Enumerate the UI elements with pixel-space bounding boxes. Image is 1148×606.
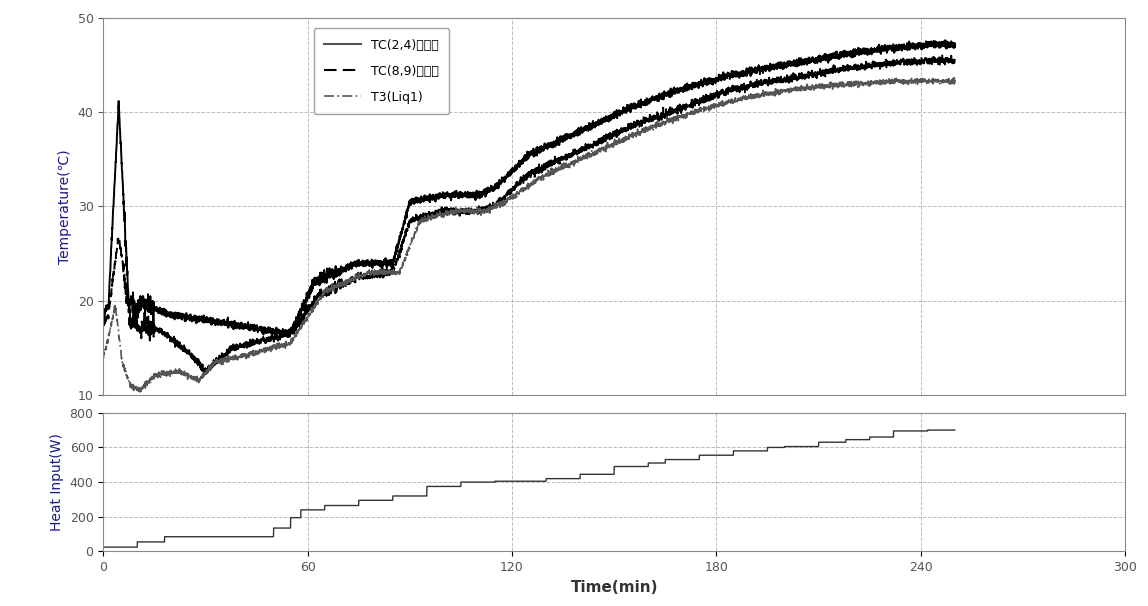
TC(8,9)평균값: [650, 108, 664, 116]
TC(2,4)평균값: [938, 36, 952, 44]
TC(2,4)평균값: [251, 326, 265, 333]
TC(2,4)평균값: [422, 195, 436, 202]
X-axis label: Time(min): Time(min): [571, 580, 658, 594]
TC(8,9)평균값: [948, 55, 962, 62]
T3(Liq1): [133, 390, 147, 397]
TC(8,9)평균값: [732, 85, 746, 92]
T3(Liq1): [732, 95, 746, 102]
Line: TC(8,9)평균값: TC(8,9)평균값: [103, 55, 955, 373]
TC(8,9)평균값: [251, 339, 265, 346]
TC(2,4)평균값: [96, 313, 110, 320]
TC(8,9)평균값: [607, 128, 621, 136]
TC(8,9)평균값: [422, 210, 436, 218]
T3(Liq1): [926, 74, 940, 81]
TC(2,4)평균값: [732, 71, 746, 78]
TC(8,9)평균값: [200, 369, 214, 376]
TC(2,4)평균값: [948, 43, 962, 50]
T3(Liq1): [96, 355, 110, 362]
TC(2,4)평균값: [281, 333, 295, 341]
Y-axis label: Temperature(℃): Temperature(℃): [59, 149, 72, 264]
Y-axis label: Heat Input(W): Heat Input(W): [51, 433, 64, 531]
T3(Liq1): [650, 119, 664, 127]
TC(2,4)평균값: [797, 59, 810, 66]
Line: T3(Liq1): T3(Liq1): [103, 78, 955, 393]
T3(Liq1): [607, 139, 621, 147]
TC(8,9)평균값: [96, 320, 110, 327]
TC(2,4)평균값: [607, 115, 621, 122]
T3(Liq1): [797, 87, 810, 94]
TC(2,4)평균값: [650, 97, 664, 104]
Line: TC(2,4)평균값: TC(2,4)평균값: [103, 40, 955, 337]
T3(Liq1): [251, 348, 265, 355]
TC(8,9)평균값: [797, 71, 810, 78]
TC(8,9)평균값: [936, 51, 949, 58]
T3(Liq1): [422, 213, 436, 221]
Legend: TC(2,4)평균값, TC(8,9)평균값, T3(Liq1): TC(2,4)평균값, TC(8,9)평균값, T3(Liq1): [313, 28, 449, 114]
T3(Liq1): [948, 79, 962, 86]
